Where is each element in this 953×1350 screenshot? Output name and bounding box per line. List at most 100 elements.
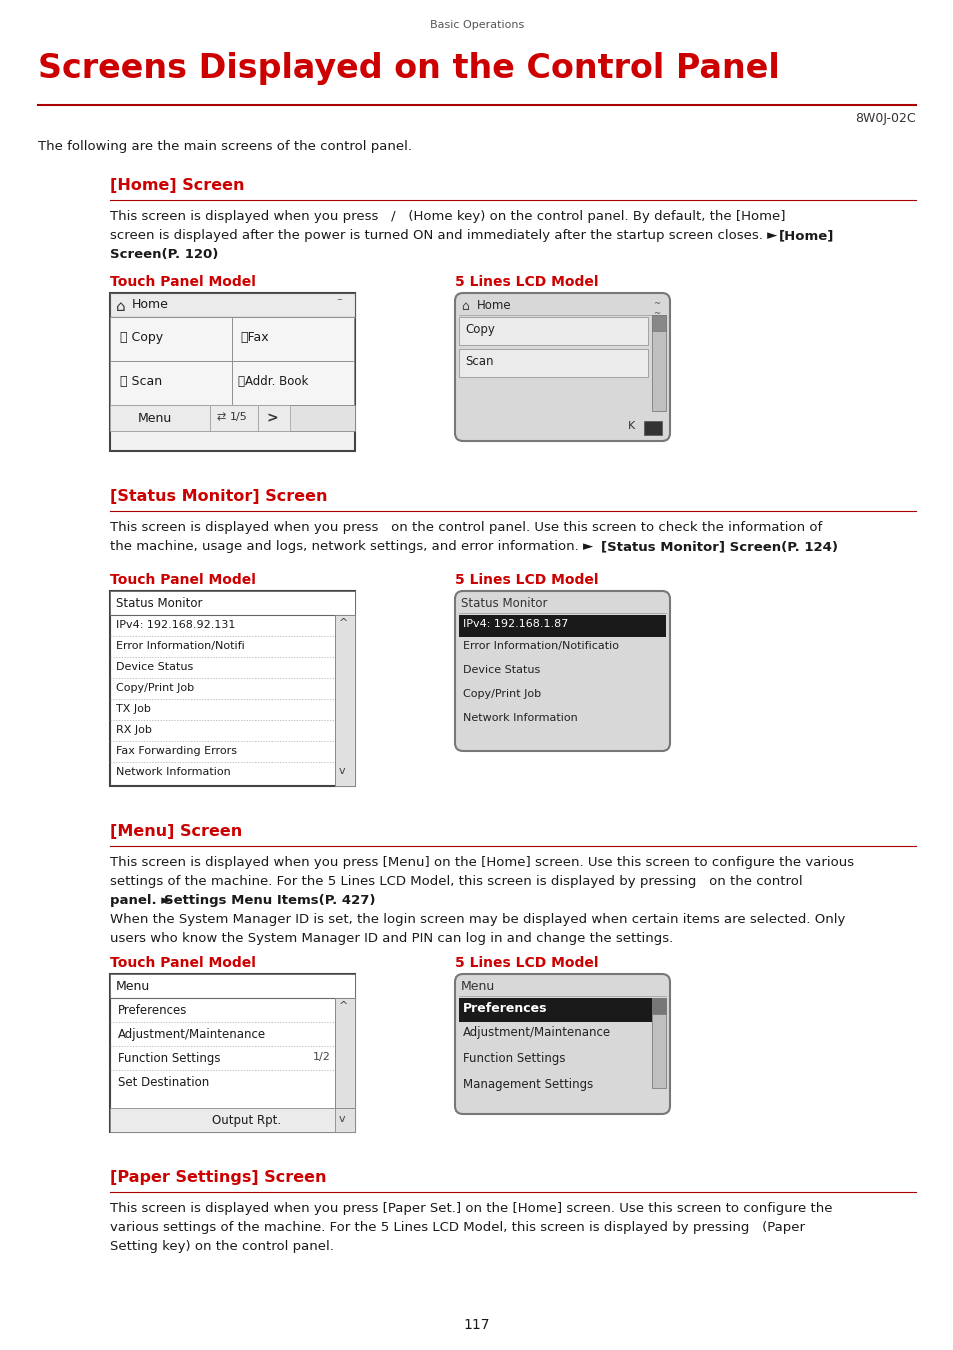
Text: When the System Manager ID is set, the login screen may be displayed when certai: When the System Manager ID is set, the l… bbox=[110, 913, 844, 926]
Text: This screen is displayed when you press [Menu] on the [Home] screen. Use this sc: This screen is displayed when you press … bbox=[110, 856, 853, 869]
Text: 5 Lines LCD Model: 5 Lines LCD Model bbox=[455, 572, 598, 587]
Text: Touch Panel Model: Touch Panel Model bbox=[110, 956, 255, 971]
Text: Status Monitor: Status Monitor bbox=[460, 597, 547, 610]
Text: Screen(P. 120): Screen(P. 120) bbox=[110, 248, 218, 261]
Bar bbox=[335, 1108, 355, 1133]
Text: Management Settings: Management Settings bbox=[462, 1079, 593, 1091]
Text: Basic Operations: Basic Operations bbox=[430, 20, 523, 30]
Bar bbox=[458, 350, 647, 377]
Text: Output Rpt.: Output Rpt. bbox=[212, 1114, 281, 1127]
Text: Error Information/Notificatio: Error Information/Notificatio bbox=[462, 641, 618, 651]
Bar bbox=[110, 973, 355, 1133]
Text: settings of the machine. For the 5 Lines LCD Model, this screen is displayed by : settings of the machine. For the 5 Lines… bbox=[110, 875, 801, 888]
Bar bbox=[110, 293, 355, 451]
Text: The following are the main screens of the control panel.: The following are the main screens of th… bbox=[38, 140, 412, 153]
Text: Status Monitor: Status Monitor bbox=[116, 597, 202, 610]
Text: IPv4: 192.168.92.131: IPv4: 192.168.92.131 bbox=[116, 620, 235, 630]
Text: screen is displayed after the power is turned ON and immediately after the start: screen is displayed after the power is t… bbox=[110, 230, 777, 242]
Bar bbox=[210, 405, 257, 431]
Text: Copy/Print Job: Copy/Print Job bbox=[116, 683, 193, 693]
Bar bbox=[110, 973, 355, 998]
Text: K: K bbox=[627, 421, 635, 431]
Text: users who know the System Manager ID and PIN can log in and change the settings.: users who know the System Manager ID and… bbox=[110, 931, 673, 945]
Bar bbox=[335, 998, 355, 1108]
Text: ⎕ Scan: ⎕ Scan bbox=[120, 375, 162, 387]
Bar bbox=[651, 998, 665, 1014]
Bar bbox=[651, 998, 665, 1088]
Text: Adjustment/Maintenance: Adjustment/Maintenance bbox=[118, 1027, 266, 1041]
Text: [Home]: [Home] bbox=[779, 230, 834, 242]
Bar bbox=[110, 591, 355, 786]
FancyBboxPatch shape bbox=[455, 591, 669, 751]
Text: Menu: Menu bbox=[460, 980, 495, 994]
Text: 5 Lines LCD Model: 5 Lines LCD Model bbox=[455, 275, 598, 289]
Bar bbox=[458, 317, 647, 346]
Text: v: v bbox=[338, 765, 345, 776]
Text: the machine, usage and logs, network settings, and error information. ►: the machine, usage and logs, network set… bbox=[110, 540, 593, 553]
Text: various settings of the machine. For the 5 Lines LCD Model, this screen is displ: various settings of the machine. For the… bbox=[110, 1220, 804, 1234]
Bar bbox=[110, 1108, 355, 1133]
Text: Network Information: Network Information bbox=[462, 713, 578, 724]
Text: ⌂: ⌂ bbox=[116, 298, 126, 315]
Text: Preferences: Preferences bbox=[118, 1004, 187, 1017]
Text: Fax Forwarding Errors: Fax Forwarding Errors bbox=[116, 747, 236, 756]
Text: Function Settings: Function Settings bbox=[462, 1052, 565, 1065]
Bar bbox=[110, 360, 232, 405]
Text: Copy: Copy bbox=[464, 323, 495, 336]
Bar bbox=[232, 317, 354, 360]
Text: ⎕ Copy: ⎕ Copy bbox=[120, 331, 163, 344]
Text: ⇄: ⇄ bbox=[216, 412, 226, 423]
Text: ⎕Addr. Book: ⎕Addr. Book bbox=[237, 375, 308, 387]
Text: 1/5: 1/5 bbox=[230, 412, 248, 423]
Text: Screens Displayed on the Control Panel: Screens Displayed on the Control Panel bbox=[38, 53, 779, 85]
Text: This screen is displayed when you press   on the control panel. Use this screen : This screen is displayed when you press … bbox=[110, 521, 821, 535]
Bar bbox=[110, 405, 210, 431]
FancyBboxPatch shape bbox=[455, 973, 669, 1114]
Text: This screen is displayed when you press   /   (Home key) on the control panel. B: This screen is displayed when you press … bbox=[110, 211, 784, 223]
Text: Adjustment/Maintenance: Adjustment/Maintenance bbox=[462, 1026, 611, 1040]
Text: Menu: Menu bbox=[116, 980, 150, 994]
Bar bbox=[651, 315, 665, 331]
Text: Set Destination: Set Destination bbox=[118, 1076, 209, 1089]
Text: Touch Panel Model: Touch Panel Model bbox=[110, 572, 255, 587]
Text: TX Job: TX Job bbox=[116, 703, 151, 714]
Text: Network Information: Network Information bbox=[116, 767, 231, 778]
Text: ^: ^ bbox=[338, 618, 348, 628]
Bar bbox=[110, 405, 355, 431]
FancyBboxPatch shape bbox=[455, 293, 669, 441]
Text: Preferences: Preferences bbox=[462, 1002, 547, 1015]
Bar bbox=[110, 293, 355, 317]
Text: ^: ^ bbox=[338, 1000, 348, 1011]
Text: Device Status: Device Status bbox=[116, 662, 193, 672]
Text: Settings Menu Items(P. 427): Settings Menu Items(P. 427) bbox=[164, 894, 375, 907]
Text: Error Information/Notifi: Error Information/Notifi bbox=[116, 641, 245, 651]
Text: Home: Home bbox=[476, 298, 511, 312]
Text: 117: 117 bbox=[463, 1318, 490, 1332]
Bar bbox=[651, 315, 665, 410]
Text: Setting key) on the control panel.: Setting key) on the control panel. bbox=[110, 1241, 334, 1253]
Text: ⌂: ⌂ bbox=[460, 300, 468, 313]
Text: [Status Monitor] Screen(P. 124): [Status Monitor] Screen(P. 124) bbox=[600, 540, 837, 553]
Text: Menu: Menu bbox=[138, 412, 172, 425]
Bar bbox=[110, 317, 232, 360]
Text: ~
~: ~ ~ bbox=[652, 298, 659, 319]
Bar bbox=[110, 591, 355, 616]
Text: Copy/Print Job: Copy/Print Job bbox=[462, 688, 540, 699]
Text: This screen is displayed when you press [Paper Set.] on the [Home] screen. Use t: This screen is displayed when you press … bbox=[110, 1202, 832, 1215]
Text: 8W0J-02C: 8W0J-02C bbox=[855, 112, 915, 126]
Bar bbox=[335, 616, 355, 786]
Bar bbox=[232, 360, 354, 405]
Text: [Menu] Screen: [Menu] Screen bbox=[110, 824, 242, 838]
Bar bbox=[643, 421, 661, 435]
Bar bbox=[458, 998, 651, 1022]
Text: >: > bbox=[267, 410, 278, 425]
Text: panel. ►: panel. ► bbox=[110, 894, 172, 907]
Text: Function Settings: Function Settings bbox=[118, 1052, 220, 1065]
Bar bbox=[458, 616, 665, 637]
Text: ⎕Fax: ⎕Fax bbox=[240, 331, 269, 344]
Text: Scan: Scan bbox=[464, 355, 493, 369]
Text: RX Job: RX Job bbox=[116, 725, 152, 734]
Text: [Home] Screen: [Home] Screen bbox=[110, 178, 244, 193]
Bar bbox=[257, 405, 290, 431]
Text: [Paper Settings] Screen: [Paper Settings] Screen bbox=[110, 1170, 326, 1185]
